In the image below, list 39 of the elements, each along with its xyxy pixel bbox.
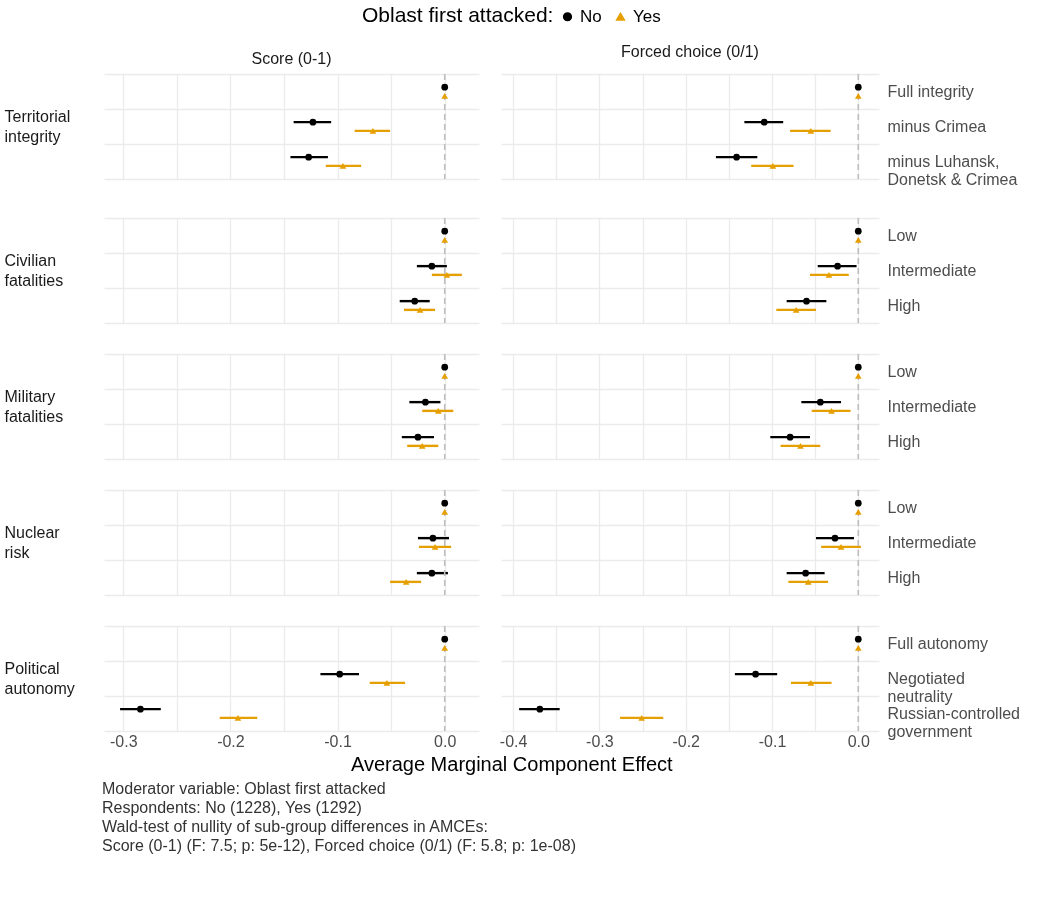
y-tick-label: minus Luhansk, Donetsk & Crimea — [887, 153, 1018, 188]
y-tick-label: Low — [887, 499, 918, 516]
x-axis-title: Average Marginal Component Effect — [350, 753, 674, 775]
y-tick-label: Low — [887, 363, 918, 380]
y-axis-title: Civilian fatalities — [4, 251, 64, 289]
chart-title: Score (0-1) — [251, 50, 332, 68]
legend-label: Yes — [633, 6, 661, 26]
y-axis-title: Nuclear risk — [4, 523, 61, 561]
x-tick-label: -0.1 — [758, 732, 787, 750]
y-axis-title: Political autonomy — [4, 659, 75, 697]
y-tick-label: High — [887, 297, 921, 314]
x-tick-label: -0.4 — [499, 732, 528, 750]
text: Score (0-1) (F: 7.5; p: 5e-12), Forced choice (0/1) (F: 5.8; p: 1e-08) — [102, 836, 577, 855]
legend-title: Oblast first attacked: — [362, 3, 554, 26]
y-axis-title: Territorial integrity — [4, 107, 71, 145]
x-tick-label: 0.0 — [434, 732, 457, 750]
y-tick-label: Intermediate — [887, 262, 977, 279]
text: Respondents: No (1228), Yes (1292) — [102, 798, 363, 817]
y-tick-label: Russian-controlled government — [887, 705, 1021, 740]
text: Moderator variable: Oblast first attacked — [102, 779, 387, 798]
y-tick-label: Negotiated neutrality — [887, 670, 965, 705]
y-tick-label: High — [887, 569, 921, 586]
x-tick-label: -0.2 — [672, 732, 701, 750]
x-tick-label: -0.1 — [324, 732, 352, 750]
x-tick-label: -0.2 — [217, 732, 245, 750]
y-tick-label: Full integrity — [887, 83, 974, 100]
text: Wald-test of nullity of sub-group differences in AMCEs: — [102, 817, 489, 836]
y-tick-label: Intermediate — [887, 398, 977, 415]
y-tick-label: Low — [887, 227, 918, 244]
y-tick-label: Full autonomy — [887, 635, 988, 652]
y-tick-label: Intermediate — [887, 534, 977, 551]
legend-label: No — [580, 6, 602, 26]
y-tick-label: High — [887, 433, 921, 450]
y-tick-label: minus Crimea — [887, 118, 987, 135]
y-axis-title: Military fatalities — [4, 387, 64, 425]
chart-title: Forced choice (0/1) — [621, 43, 759, 60]
x-tick-label: 0.0 — [847, 732, 871, 750]
x-tick-label: -0.3 — [110, 732, 138, 750]
x-tick-label: -0.3 — [586, 732, 614, 750]
